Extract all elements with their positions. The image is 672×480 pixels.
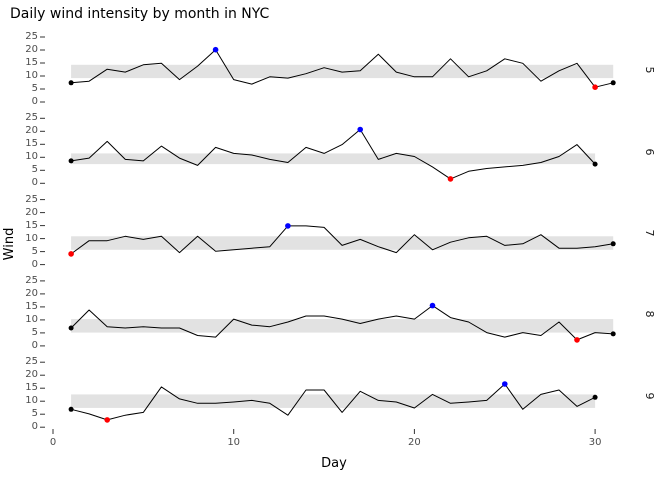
x-tick-label: 0 bbox=[49, 437, 57, 448]
y-tick-label: 10 bbox=[25, 232, 38, 244]
wind-band bbox=[71, 236, 614, 250]
end-point bbox=[592, 161, 598, 167]
x-axis-title: Day bbox=[321, 456, 347, 471]
y-tick-label: 10 bbox=[25, 313, 38, 325]
y-tick-label: 5 bbox=[31, 164, 38, 176]
y-tick-label: 20 bbox=[25, 44, 38, 55]
wind-band bbox=[71, 319, 614, 333]
y-tick-label: 25 bbox=[25, 193, 38, 205]
wind-line bbox=[71, 49, 614, 88]
wind-line bbox=[70, 305, 614, 341]
facet-strip-label: 8 bbox=[643, 310, 656, 318]
x-tick-label: 20 bbox=[408, 437, 421, 448]
wind-line bbox=[70, 225, 614, 255]
y-tick-label: 10 bbox=[25, 151, 38, 163]
facet-strip-label: 9 bbox=[643, 392, 656, 400]
y-tick-label: 20 bbox=[25, 125, 38, 137]
x-tick-label: 30 bbox=[588, 437, 602, 448]
end-point bbox=[610, 241, 616, 247]
y-tick-label: 15 bbox=[25, 138, 38, 150]
y-tick-label: 25 bbox=[25, 112, 38, 124]
start-point bbox=[68, 406, 74, 412]
min-point bbox=[68, 251, 74, 257]
end-point bbox=[610, 331, 616, 337]
y-tick-label: 0 bbox=[31, 177, 38, 189]
y-tick-label: 20 bbox=[25, 287, 38, 299]
x-tick-label: 10 bbox=[227, 437, 241, 448]
wind-band bbox=[71, 64, 614, 79]
y-tick-label: 15 bbox=[25, 382, 38, 394]
wind-band bbox=[71, 153, 596, 165]
max-point bbox=[429, 302, 436, 309]
y-tick-label: 5 bbox=[31, 408, 38, 420]
y-tick-label: 25 bbox=[25, 356, 38, 368]
y-tick-label: 5 bbox=[31, 326, 38, 338]
y-tick-label: 0 bbox=[31, 421, 38, 433]
facet-strip-label: 7 bbox=[643, 229, 656, 237]
y-tick-label: 0 bbox=[31, 339, 38, 351]
facet-strip-label: 6 bbox=[643, 148, 656, 156]
y-tick-label: 0 bbox=[31, 258, 38, 270]
max-point bbox=[502, 381, 508, 387]
y-tick-label: 25 bbox=[25, 274, 38, 286]
y-tick-label: 15 bbox=[25, 219, 38, 231]
chart-title: Daily wind intensity by month in NYC bbox=[10, 6, 270, 22]
max-point bbox=[285, 223, 291, 229]
facet-strip-label: 5 bbox=[643, 66, 656, 74]
wind-line bbox=[70, 383, 596, 421]
min-point bbox=[104, 417, 110, 423]
max-point bbox=[357, 126, 364, 133]
start-point bbox=[68, 158, 74, 164]
wind-line bbox=[71, 129, 596, 180]
y-tick-label: 25 bbox=[25, 31, 38, 42]
min-point bbox=[592, 84, 598, 90]
start-point bbox=[68, 325, 74, 331]
max-point bbox=[212, 46, 219, 53]
end-point bbox=[610, 80, 616, 86]
y-tick-label: 0 bbox=[31, 96, 38, 107]
y-tick-label: 10 bbox=[25, 395, 38, 407]
min-point bbox=[447, 176, 454, 182]
y-tick-label: 20 bbox=[25, 369, 38, 381]
min-point bbox=[574, 337, 580, 343]
end-point bbox=[592, 394, 598, 400]
y-tick-label: 5 bbox=[31, 83, 38, 94]
y-axis-title: Wind bbox=[2, 227, 17, 261]
y-tick-label: 15 bbox=[25, 300, 38, 312]
y-tick-label: 20 bbox=[25, 206, 38, 218]
y-tick-label: 5 bbox=[31, 245, 38, 257]
y-tick-label: 10 bbox=[25, 70, 38, 81]
start-point bbox=[68, 80, 74, 86]
y-tick-label: 15 bbox=[25, 57, 38, 68]
